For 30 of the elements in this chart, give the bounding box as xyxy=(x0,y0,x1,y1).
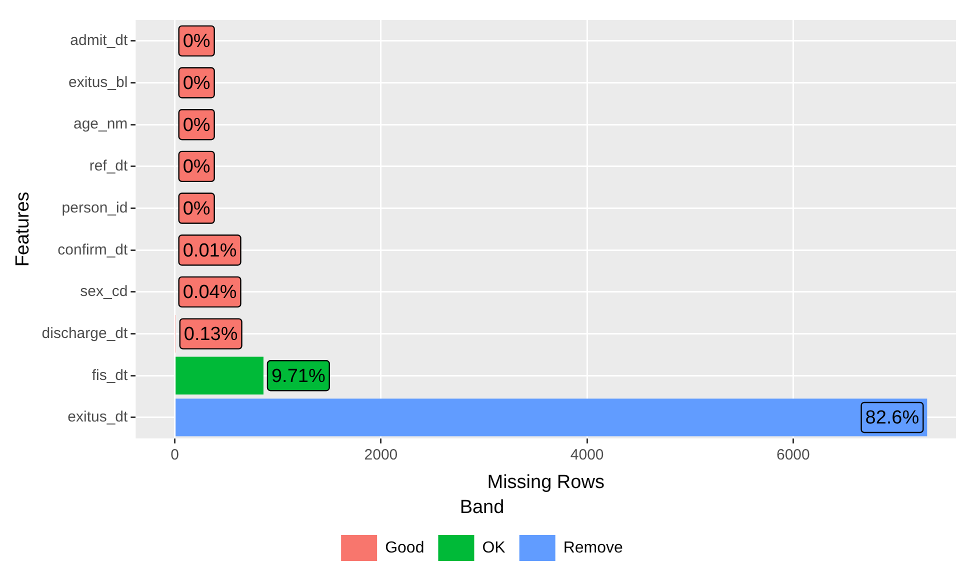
annotation: 0% xyxy=(182,114,210,136)
annotation: 0% xyxy=(182,198,210,220)
y-tick-label: exitus_bl xyxy=(68,74,128,91)
annotation: 0.13% xyxy=(184,324,238,346)
x-tick-label: 4000 xyxy=(570,446,604,464)
y-tick-label: admit_dt xyxy=(70,32,129,50)
annotation: 0% xyxy=(182,156,210,178)
y-tick-label: confirm_dt xyxy=(58,241,129,258)
annotation: 0.04% xyxy=(182,282,237,304)
annotation: 0% xyxy=(182,31,210,52)
annotation: 82.6% xyxy=(865,408,920,429)
annotation: 9.71% xyxy=(271,366,326,387)
annotation: 0.01% xyxy=(182,240,237,262)
y-tick-label: exitus_dt xyxy=(68,408,129,426)
y-tick-label: person_id xyxy=(62,199,128,216)
y-tick-label: age_nm xyxy=(73,116,128,133)
x-axis-title: Missing Rows xyxy=(487,472,604,494)
legend-label: Good xyxy=(385,539,424,556)
y-tick-label: fis_dt xyxy=(92,366,129,384)
y-tick-label: ref_dt xyxy=(89,158,129,175)
x-tick-label: 2000 xyxy=(364,446,398,464)
y-axis-title: Features xyxy=(12,192,34,267)
y-tick-label: discharge_dt xyxy=(42,324,129,342)
y-tick-label: sex_cd xyxy=(80,283,128,300)
legend-label: OK xyxy=(482,539,506,556)
x-tick-label: 6000 xyxy=(776,446,810,464)
annotation: 0% xyxy=(182,72,210,94)
legend-title: Band xyxy=(460,496,504,518)
legend-label: Remove xyxy=(563,539,624,556)
x-tick-label: 0 xyxy=(170,446,180,464)
